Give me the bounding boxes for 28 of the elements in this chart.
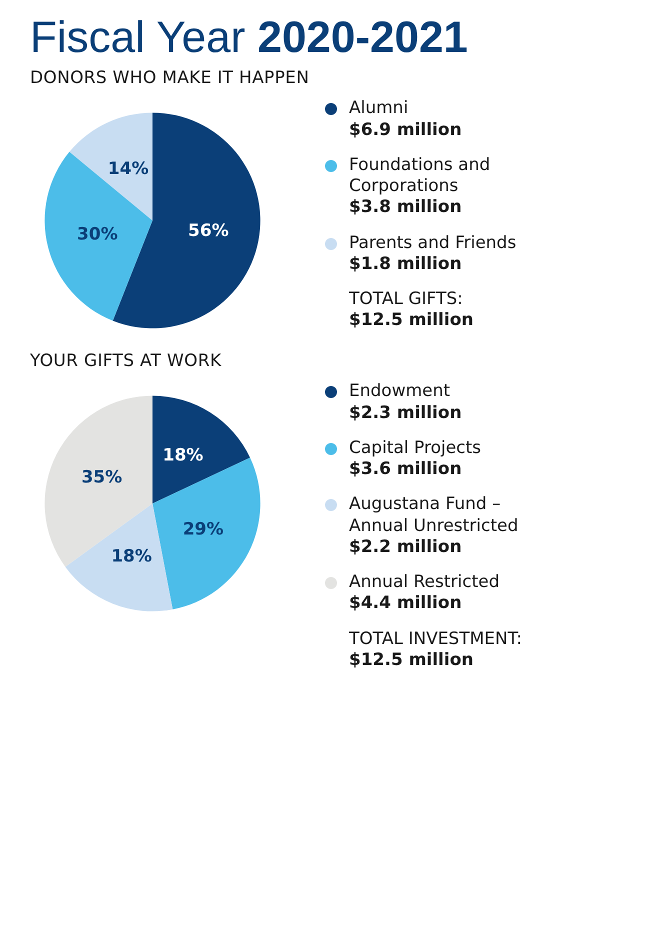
text: $4.4 million — [349, 593, 463, 615]
text: TOTAL GIFTS: — [349, 289, 464, 310]
data-label: 30% — [77, 225, 118, 246]
data-label: 56% — [188, 222, 229, 242]
text: $1.8 million — [349, 254, 463, 276]
text: $6.9 million — [349, 120, 462, 141]
data-label: 18% — [111, 546, 152, 567]
legend-label: Parents and Friends — [349, 232, 516, 254]
chart-title: YOUR GIFTS AT WORK — [30, 351, 222, 372]
text: TOTAL INVESTMENT: — [349, 628, 523, 650]
text: $12.5 million — [349, 310, 474, 332]
data-label: 14% — [108, 159, 149, 180]
data-label: 35% — [81, 468, 122, 488]
legend-label: Foundations and Corporations — [349, 154, 492, 198]
text: $3.6 million — [349, 459, 463, 480]
chart-title: Fiscal Year 2020-2021 — [30, 13, 469, 62]
text: $12.5 million — [349, 650, 474, 672]
legend-label: Alumni — [349, 98, 410, 120]
text: $2.3 million — [349, 402, 462, 424]
legend-label: Annual Restricted — [349, 572, 500, 594]
legend-label: Augustana Fund – Annual Unrestricted — [349, 494, 520, 537]
data-label: 18% — [162, 446, 204, 466]
data-label: 29% — [182, 520, 224, 540]
legend-label: Capital Projects — [349, 438, 482, 460]
chart-subtitle: DONORS WHO MAKE IT HAPPEN — [30, 68, 310, 88]
legend-label: Endowment — [349, 381, 452, 403]
text: $3.8 million — [349, 197, 463, 219]
text: $2.2 million — [349, 536, 463, 558]
